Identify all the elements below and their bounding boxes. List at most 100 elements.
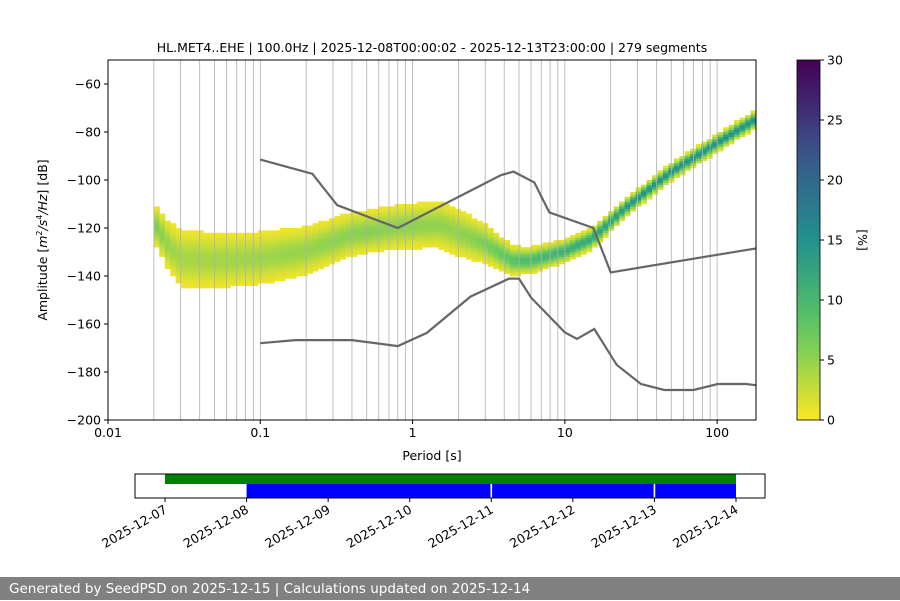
- density-cell: [564, 242, 571, 246]
- density-cell: [274, 240, 281, 243]
- density-cell: [471, 228, 478, 231]
- density-cell: [290, 254, 297, 258]
- density-cell: [449, 235, 456, 238]
- density-cell: [219, 252, 226, 255]
- density-cell: [444, 223, 450, 226]
- density-cell: [307, 264, 314, 267]
- density-cell: [268, 232, 275, 236]
- density-cell: [252, 280, 259, 284]
- density-cell: [400, 216, 407, 219]
- density-cell: [405, 208, 412, 212]
- density-cell: [290, 266, 297, 270]
- density-cell: [181, 249, 188, 253]
- density-cell: [460, 235, 467, 238]
- density-cell: [526, 268, 533, 272]
- density-cell: [476, 237, 483, 241]
- density-cell: [619, 211, 626, 214]
- density-cell: [695, 153, 702, 157]
- density-cell: [531, 261, 538, 265]
- density-cell: [345, 213, 352, 217]
- density-cell: [509, 249, 516, 253]
- density-cell: [405, 206, 412, 210]
- grid: [107, 60, 718, 420]
- density-cell: [750, 122, 757, 126]
- density-cell: [285, 276, 292, 279]
- density-cell: [345, 252, 352, 255]
- density-cell: [274, 244, 281, 248]
- density-cell: [444, 237, 450, 241]
- density-cell: [498, 244, 505, 248]
- density-cell: [487, 247, 494, 250]
- density-cell: [219, 244, 226, 248]
- density-cell: [630, 192, 637, 195]
- density-cell: [225, 237, 231, 241]
- density-cell: [307, 249, 314, 253]
- density-cell: [662, 168, 669, 171]
- density-cell: [471, 242, 478, 246]
- density-cell: [416, 213, 423, 217]
- density-cell: [257, 252, 264, 255]
- density-cell: [274, 249, 281, 253]
- density-cell: [274, 264, 281, 267]
- density-cell: [203, 254, 210, 258]
- density-cell: [296, 230, 303, 234]
- density-cell: [493, 264, 500, 267]
- density-cell: [279, 271, 286, 274]
- density-cell: [279, 268, 286, 272]
- density-cell: [367, 244, 374, 248]
- density-cell: [449, 240, 456, 243]
- density-cell: [487, 237, 494, 241]
- density-cell: [427, 204, 434, 207]
- density-cell: [214, 237, 221, 241]
- density-cell: [340, 240, 346, 243]
- density-cell: [307, 256, 314, 260]
- density-cell: [569, 254, 576, 258]
- density-cell: [427, 237, 434, 241]
- density-cell: [175, 259, 182, 262]
- density-cell: [712, 148, 719, 152]
- density-cell: [214, 252, 221, 255]
- density-cell: [520, 249, 527, 253]
- density-cell: [307, 228, 314, 231]
- density-cell: [350, 247, 357, 250]
- density-cell: [225, 273, 231, 277]
- density-cell: [745, 120, 752, 123]
- density-cell: [329, 232, 335, 236]
- density-cell: [307, 225, 314, 229]
- density-cell: [433, 220, 439, 224]
- density-cell: [454, 247, 461, 250]
- density-cell: [575, 242, 582, 246]
- density-cell: [301, 261, 308, 265]
- density-cell: [230, 278, 237, 282]
- density-cell: [378, 223, 385, 226]
- density-cell: [405, 218, 412, 222]
- density-cell: [416, 201, 423, 205]
- density-cell: [586, 244, 593, 248]
- density-cell: [389, 242, 396, 246]
- density-cell: [296, 252, 303, 255]
- density-cell: [684, 160, 691, 164]
- processed-segment-bar: [246, 484, 491, 498]
- density-cell: [433, 218, 439, 222]
- density-cell: [400, 242, 407, 246]
- timeline-frame: [134, 473, 766, 499]
- density-cell: [553, 242, 560, 246]
- density-cell: [225, 285, 231, 289]
- density-cell: [263, 280, 270, 284]
- density-cell: [285, 232, 292, 236]
- density-cell: [367, 208, 374, 212]
- density-cell: [416, 242, 423, 246]
- density-cell: [246, 273, 253, 277]
- density-cell: [214, 232, 221, 236]
- density-cell: [225, 280, 231, 284]
- density-cell: [175, 230, 182, 234]
- density-cell: [208, 285, 215, 289]
- timeline-tick-label: 2025-12-13: [589, 502, 659, 551]
- density-cell: [350, 213, 357, 217]
- density-cell: [252, 264, 259, 267]
- density-cell: [186, 283, 193, 286]
- density-cell: [350, 237, 357, 241]
- density-cell: [520, 266, 527, 270]
- density-cell: [454, 232, 461, 236]
- colorbar-tick-label: 15: [827, 233, 843, 248]
